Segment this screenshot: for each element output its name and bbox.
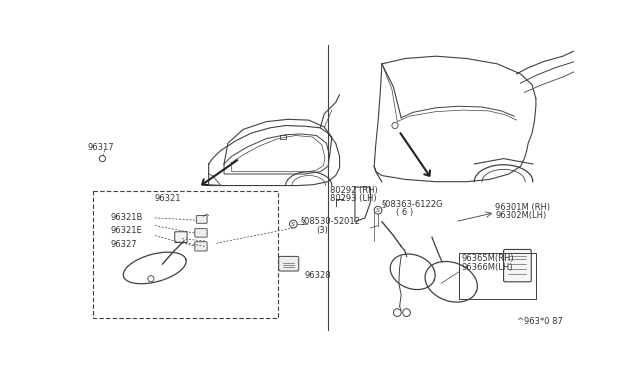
- FancyBboxPatch shape: [195, 229, 207, 237]
- Text: §08530-52012: §08530-52012: [301, 216, 361, 225]
- Text: 96366M(LH): 96366M(LH): [461, 263, 513, 272]
- Text: (3): (3): [316, 226, 328, 235]
- Bar: [93, 191, 278, 318]
- Text: 96327: 96327: [111, 240, 138, 249]
- Text: 96321: 96321: [155, 194, 181, 203]
- Text: 96321B: 96321B: [111, 214, 143, 222]
- Bar: [459, 253, 536, 299]
- Text: 96321E: 96321E: [111, 227, 143, 235]
- FancyBboxPatch shape: [196, 216, 207, 223]
- Text: S: S: [376, 208, 380, 213]
- Text: 96302M(LH): 96302M(LH): [495, 211, 547, 220]
- Text: ^963*0 87: ^963*0 87: [516, 317, 563, 326]
- Text: 80293 (LH): 80293 (LH): [330, 194, 376, 203]
- FancyBboxPatch shape: [175, 232, 187, 243]
- Text: ( 6 ): ( 6 ): [396, 208, 413, 217]
- Text: S: S: [291, 222, 295, 227]
- Text: §08363-6122G: §08363-6122G: [382, 199, 444, 209]
- Text: 96328: 96328: [305, 271, 332, 280]
- Text: 96301M (RH): 96301M (RH): [495, 203, 550, 212]
- Text: 96317: 96317: [88, 142, 115, 151]
- FancyBboxPatch shape: [504, 250, 531, 282]
- Text: 80292 (RH): 80292 (RH): [330, 186, 378, 195]
- Text: 96365M(RH): 96365M(RH): [461, 254, 514, 263]
- FancyBboxPatch shape: [195, 242, 207, 251]
- Bar: [280, 135, 285, 140]
- FancyBboxPatch shape: [279, 256, 299, 271]
